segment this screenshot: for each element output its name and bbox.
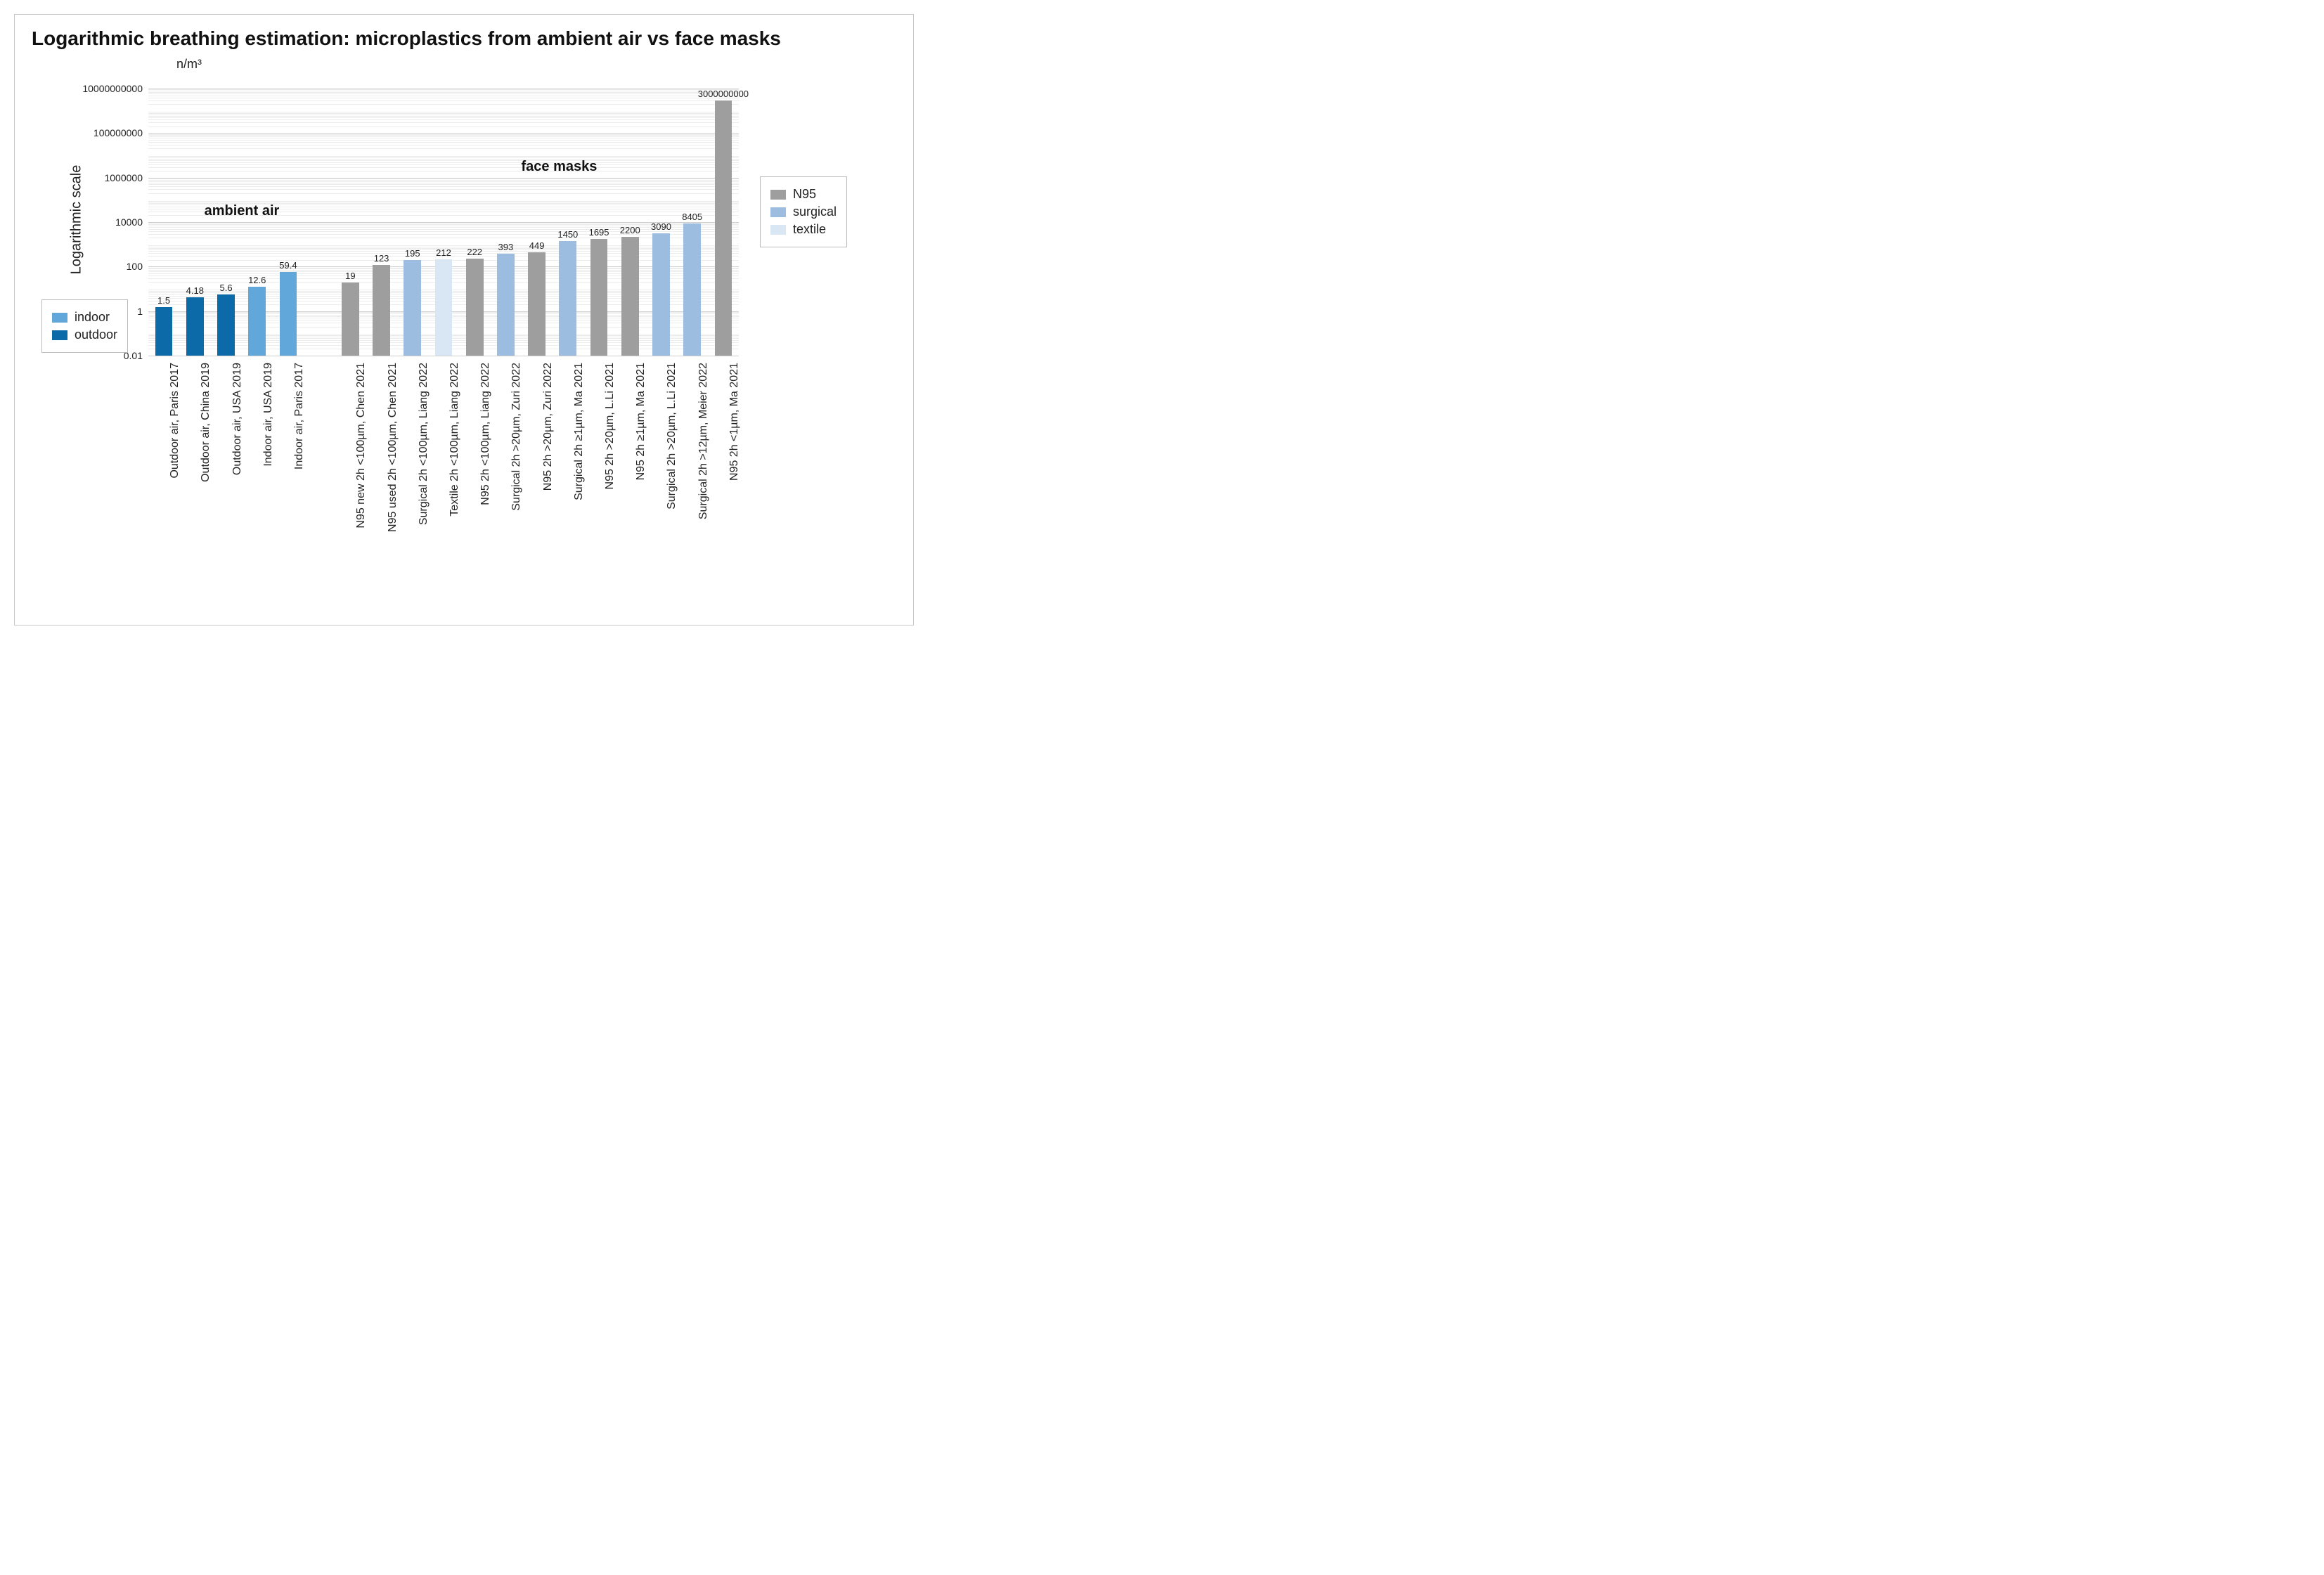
- x-category-label: N95 used 2h <100µm, Chen 2021: [387, 363, 399, 532]
- x-category-label: Indoor air, USA 2019: [262, 363, 275, 467]
- y-tick-label: 10000000000: [82, 83, 143, 94]
- bar-surgical: 8405: [683, 223, 701, 356]
- legend-item: N95: [770, 187, 837, 202]
- chart-frame: Logarithmic breathing estimation: microp…: [14, 14, 914, 626]
- bar-N95: 19: [342, 283, 359, 356]
- bar-N95: 1695: [590, 239, 608, 356]
- bar-value-label: 12.6: [248, 275, 266, 285]
- legend-swatch: [52, 330, 67, 340]
- bar-value-label: 195: [405, 248, 420, 259]
- y-tick-label: 1: [137, 306, 143, 317]
- bar-value-label: 59.4: [279, 260, 297, 271]
- x-category-label: N95 2h ≥1µm, Ma 2021: [635, 363, 647, 480]
- x-category-label: Outdoor air, USA 2019: [231, 363, 244, 475]
- bar-value-label: 212: [436, 247, 451, 258]
- x-category-label: Textile 2h <100µm, Liang 2022: [448, 363, 461, 517]
- x-category-label: Outdoor air, Paris 2017: [169, 363, 181, 479]
- legend-item: outdoor: [52, 328, 117, 342]
- bar-N95: 449: [528, 252, 546, 356]
- bar-surgical: 1450: [559, 241, 576, 356]
- y-tick-label: 100000000: [93, 127, 143, 138]
- bar-surgical: 3090: [652, 233, 670, 356]
- annotation: face masks: [522, 159, 598, 175]
- legend-swatch: [52, 313, 67, 323]
- bar-outdoor: 1.5: [155, 307, 173, 356]
- x-category-label: Surgical 2h >20µm, Zuri 2022: [510, 363, 523, 511]
- bar-surgical: 393: [497, 254, 515, 356]
- bar-value-label: 123: [374, 253, 389, 264]
- x-category-label: Surgical 2h >12µm, Meier 2022: [697, 363, 710, 519]
- x-category-label: N95 2h <100µm, Liang 2022: [479, 363, 492, 505]
- legend-label: surgical: [793, 205, 837, 219]
- bar-outdoor: 5.6: [217, 294, 235, 356]
- bar-indoor: 59.4: [280, 272, 297, 356]
- chart-title: Logarithmic breathing estimation: microp…: [32, 27, 896, 50]
- legend-item: textile: [770, 222, 837, 237]
- legend-ambient-air: indoor outdoor: [41, 299, 128, 353]
- x-category-label: N95 2h >20µm, L.Li 2021: [604, 363, 616, 489]
- bar-value-label: 222: [467, 247, 482, 257]
- bar-N95: 2200: [621, 237, 639, 356]
- bar-indoor: 12.6: [248, 287, 266, 356]
- legend-item: surgical: [770, 205, 837, 219]
- bar-value-label: 4.18: [186, 285, 204, 296]
- legend-swatch: [770, 207, 786, 217]
- bars-layer: 1.5 4.18 5.6 12.6 59.4 19 123 195 212 222 393 449 14…: [148, 89, 739, 356]
- y-tick-label: 100: [127, 261, 143, 272]
- bar-value-label: 5.6: [219, 283, 232, 293]
- bar-value-label: 3090: [651, 221, 671, 232]
- y-tick-label: 10000: [115, 216, 143, 228]
- bar-value-label: 19: [345, 271, 355, 281]
- x-category-label: Surgical 2h ≥1µm, Ma 2021: [573, 363, 586, 500]
- legend-swatch: [770, 225, 786, 235]
- bar-value-label: 1.5: [157, 295, 170, 306]
- bar-N95: 3000000000: [715, 101, 732, 356]
- legend-label: outdoor: [75, 328, 117, 342]
- bar-value-label: 3000000000: [698, 89, 749, 99]
- bar-value-label: 449: [529, 240, 545, 251]
- bar-value-label: 1450: [557, 229, 578, 240]
- bar-N95: 222: [466, 259, 484, 356]
- bar-value-label: 2200: [620, 225, 640, 235]
- bar-value-label: 393: [498, 242, 514, 252]
- legend-item: indoor: [52, 310, 117, 325]
- bar-value-label: 8405: [682, 212, 702, 222]
- plot-area: 1.5 4.18 5.6 12.6 59.4 19 123 195 212 222 393 449 14…: [148, 89, 739, 356]
- x-category-label: N95 2h >20µm, Zuri 2022: [542, 363, 555, 491]
- annotation: ambient air: [205, 203, 280, 219]
- x-category-label: Surgical 2h >20µm, L.Li 2021: [666, 363, 678, 510]
- bar-textile: 212: [435, 259, 453, 356]
- bar-outdoor: 4.18: [186, 297, 204, 356]
- y-tick-label: 1000000: [104, 172, 143, 183]
- bar-surgical: 195: [404, 260, 421, 356]
- bar-value-label: 1695: [589, 227, 609, 238]
- legend-label: indoor: [75, 310, 110, 325]
- y-unit-label: n/m³: [176, 57, 202, 72]
- bar-N95: 123: [373, 265, 390, 356]
- x-category-label: N95 2h <1µm, Ma 2021: [728, 363, 741, 481]
- x-category-label: Indoor air, Paris 2017: [293, 363, 306, 469]
- legend-face-masks: N95 surgical textile: [760, 176, 847, 247]
- x-category-label: N95 new 2h <100µm, Chen 2021: [355, 363, 368, 529]
- x-category-label: Outdoor air, China 2019: [200, 363, 212, 482]
- legend-label: N95: [793, 187, 816, 202]
- legend-label: textile: [793, 222, 826, 237]
- y-axis-label: Logarithmic scale: [68, 165, 84, 275]
- legend-swatch: [770, 190, 786, 200]
- x-category-label: Surgical 2h <100µm, Liang 2022: [418, 363, 430, 525]
